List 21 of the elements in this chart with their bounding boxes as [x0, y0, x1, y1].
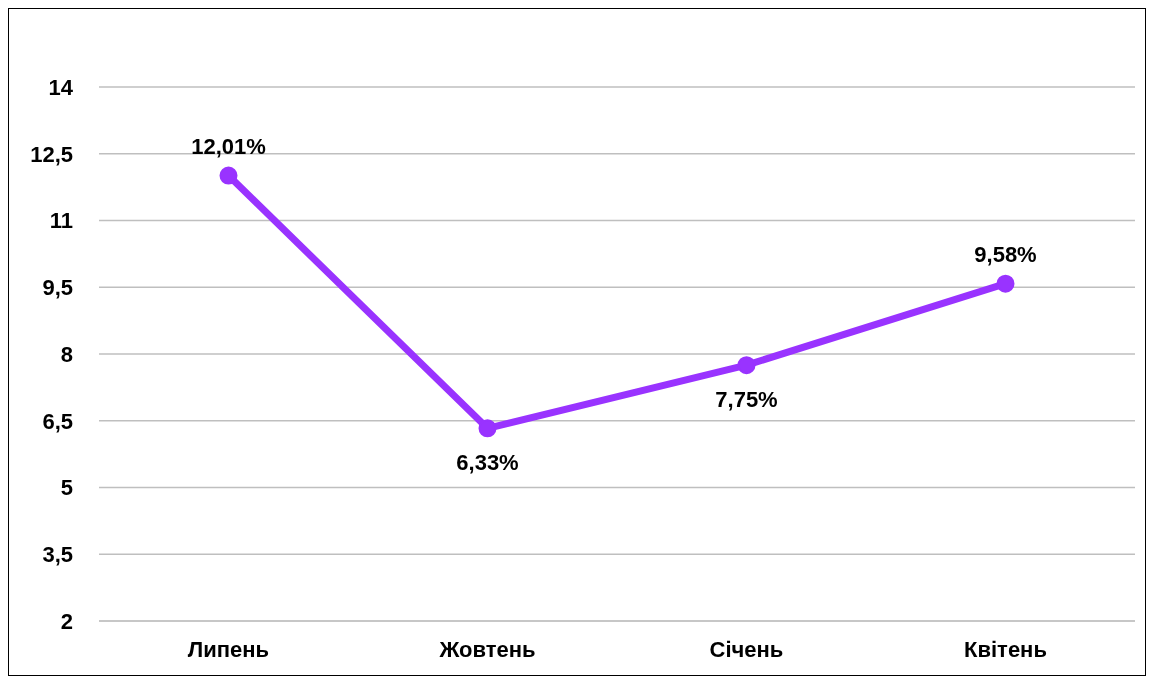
- x-tick-label: Жовтень: [438, 636, 536, 662]
- y-tick-label: 6,5: [42, 408, 73, 434]
- data-label: 9,58%: [974, 241, 1037, 267]
- point: [737, 356, 756, 375]
- y-tick-label: 14: [48, 74, 74, 100]
- point: [478, 419, 497, 438]
- x-tick-label: Липень: [187, 636, 270, 662]
- y-tick-label: 12,5: [30, 141, 73, 167]
- y-tick-label: 3,5: [42, 542, 73, 568]
- data-label: 6,33%: [456, 450, 519, 476]
- y-tick-label: 8: [60, 341, 73, 367]
- x-tick-label: Квітень: [964, 636, 1047, 662]
- point: [996, 274, 1015, 293]
- y-tick-label: 11: [49, 208, 73, 234]
- y-tick-label: 9,5: [42, 275, 73, 301]
- data-label: 12,01%: [191, 133, 266, 159]
- data-label: 7,75%: [715, 387, 778, 413]
- y-tick-label: 2: [60, 608, 73, 634]
- point: [219, 166, 238, 185]
- x-tick-label: Січень: [709, 636, 784, 662]
- y-tick-label: 5: [60, 475, 73, 501]
